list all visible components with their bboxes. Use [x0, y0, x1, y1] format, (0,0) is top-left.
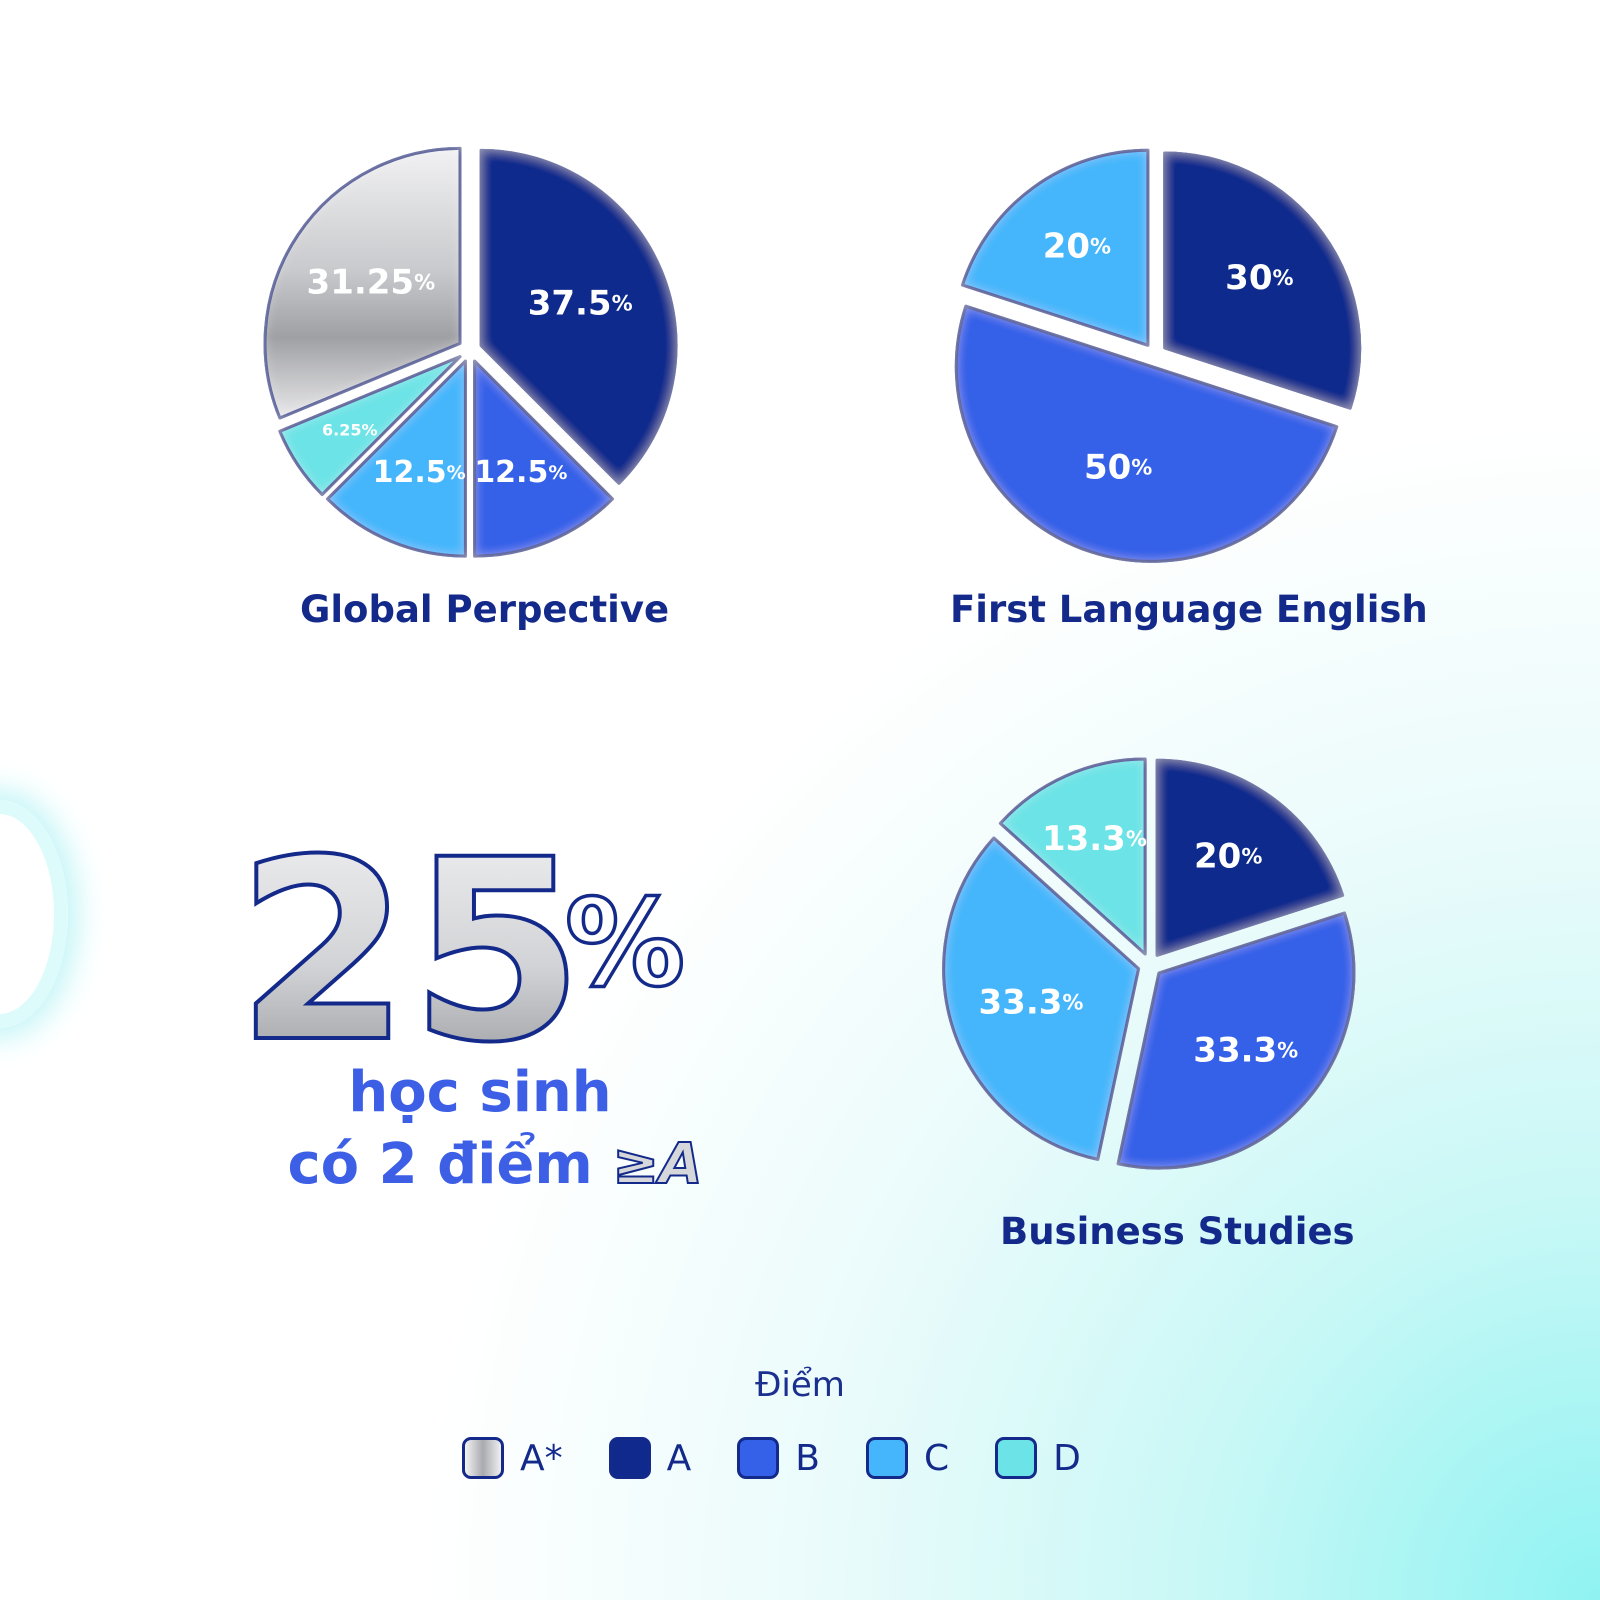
legend-item-c: C [865, 1437, 950, 1479]
pie-slice-label: 12.5% [373, 454, 466, 489]
legend-item-a: A [608, 1437, 692, 1479]
pie-slice-b [954, 304, 1339, 563]
legend-swatch-a [608, 1437, 651, 1479]
highlight-line-2-text: có 2 điểm [287, 1132, 593, 1197]
pie-title-first-language-english: First Language English [950, 588, 1428, 631]
pie-slice-label: 12.5% [474, 454, 567, 489]
pie-slice-label: 30% [1225, 258, 1293, 298]
pie-slice-a [479, 148, 678, 485]
pie-title-global-perspective: Global Perpective [300, 588, 670, 631]
pie-slice-label: 33.3% [1193, 1030, 1298, 1070]
legend-label: D [1053, 1437, 1081, 1479]
pie-slice-label: 20% [1043, 226, 1111, 266]
pie-slice-c [960, 148, 1150, 347]
legend-item-b: B [737, 1437, 820, 1479]
pie-slice-label: 20% [1194, 836, 1262, 876]
legend-item-d: D [995, 1437, 1081, 1479]
highlight-number: 25 [236, 806, 584, 1097]
legend-label: A [666, 1437, 692, 1479]
pie-slice-a [1163, 151, 1362, 410]
pie-title-business-studies: Business Studies [1000, 1210, 1355, 1253]
legend-swatch-d [995, 1437, 1038, 1479]
pie-slice-a-star [263, 146, 462, 420]
pie-slice-label: 50% [1084, 447, 1152, 487]
pie-slice-b [473, 359, 614, 558]
pie-slice-d [998, 757, 1147, 956]
pie-first-language-english: 30% 50% 20% [954, 148, 1362, 563]
legend-label: C [923, 1437, 950, 1479]
pie-slice-d [278, 355, 462, 497]
pie-global-perspective: 37.5% 12.5%12.5% 6.25% 31.25% [263, 146, 678, 558]
pie-slice-c [326, 359, 467, 558]
pie-slice-c [942, 836, 1141, 1161]
highlight-percent-sign: % [565, 875, 685, 1014]
pie-slice-label: 37.5% [528, 283, 633, 323]
highlight-number-group: 25 % [234, 804, 687, 1099]
highlight-line-2: có 2 điểm ≥A [280, 1131, 710, 1198]
legend-swatch-c [865, 1437, 908, 1479]
highlight-badge: ≥A [611, 1131, 703, 1198]
legend-label: A* [520, 1437, 563, 1479]
pie-slice-label: 33.3% [979, 982, 1084, 1022]
legend-label: B [795, 1437, 820, 1479]
pie-business-studies: 20% 33.3% 33.3% 13.3% [942, 757, 1356, 1170]
pie-slice-b [1116, 911, 1356, 1170]
legend-title: Điểm [755, 1365, 845, 1405]
legend-item-a-star: A* [462, 1437, 563, 1479]
legend-swatch-b [737, 1437, 780, 1479]
legend-swatch-a-star [462, 1437, 504, 1479]
pie-slice-a [1155, 758, 1345, 957]
highlight-line-1: học sinh [348, 1060, 612, 1125]
pie-slice-label: 31.25% [307, 262, 436, 302]
pie-slice-label: 13.3% [1042, 818, 1147, 858]
legend: A* A B C D [462, 1430, 1127, 1486]
pie-slice-label: 6.25% [322, 420, 378, 439]
